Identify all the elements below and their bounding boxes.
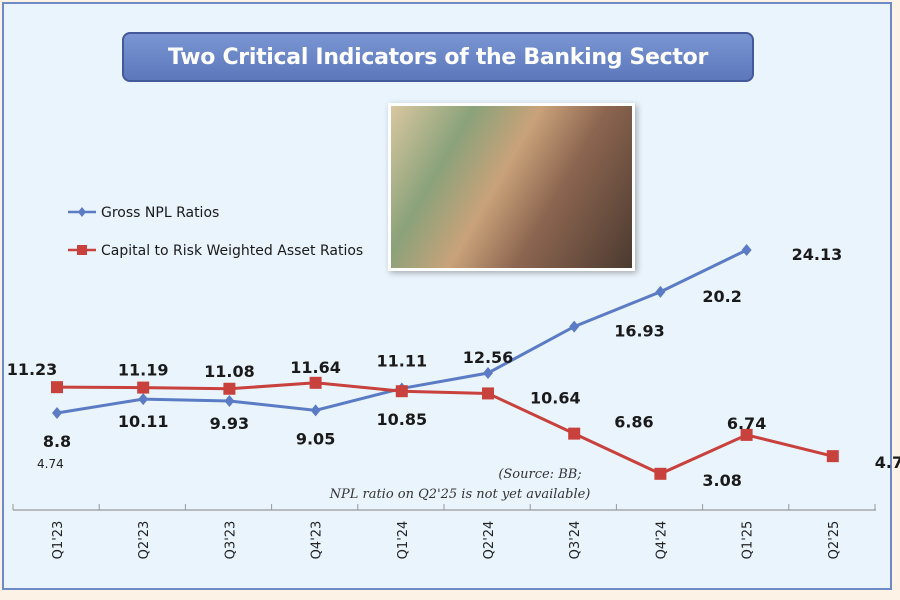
crar-data-label: 6.86 <box>614 413 653 432</box>
stray-label: 4.74 <box>37 457 64 471</box>
x-tick-label: Q3'23 <box>223 521 238 560</box>
source-note-line1: (Source: BB; <box>498 467 581 482</box>
crar-data-label: 3.08 <box>702 471 741 490</box>
series-line-crar <box>56 381 834 476</box>
crar-data-label: 11.08 <box>204 362 255 381</box>
npl-data-label: 11.11 <box>376 351 427 370</box>
crar-point <box>137 381 150 394</box>
x-tick-label: Q2'25 <box>827 521 842 560</box>
crar-point <box>395 385 408 398</box>
npl-data-label: 9.05 <box>296 429 335 448</box>
crar-point <box>482 387 494 400</box>
legend-crar-marker <box>77 245 87 255</box>
crar-point <box>309 376 322 389</box>
x-tick-label: Q1'25 <box>741 521 756 560</box>
npl-point <box>310 404 321 417</box>
x-tick-label: Q4'24 <box>654 521 669 560</box>
npl-point <box>224 394 235 407</box>
x-tick-label: Q2'24 <box>482 521 497 560</box>
crar-point <box>654 467 667 480</box>
x-tick-label: Q2'23 <box>137 521 152 560</box>
npl-data-label: 20.2 <box>702 287 741 306</box>
npl-point <box>569 320 580 333</box>
chart-panel <box>2 2 892 590</box>
banknotes-photo <box>388 103 635 271</box>
crar-data-label: 11.23 <box>7 360 58 379</box>
crar-data-label: 6.74 <box>727 414 766 433</box>
npl-data-label: 8.8 <box>43 432 71 451</box>
crar-point <box>740 428 753 441</box>
legend-npl-label: Gross NPL Ratios <box>101 205 219 221</box>
npl-point <box>741 244 752 257</box>
crar-point <box>51 381 63 394</box>
crar-point <box>223 382 236 395</box>
npl-data-label: 12.56 <box>463 348 514 367</box>
x-tick-label: Q1'23 <box>51 521 66 560</box>
npl-point <box>655 285 666 298</box>
legend-npl-marker <box>78 207 86 217</box>
crar-data-label: 11.64 <box>290 358 341 377</box>
x-tick-label: Q1'24 <box>396 521 411 560</box>
source-note-line2: NPL ratio on Q2'25 is not yet available) <box>329 487 591 502</box>
npl-data-label: 16.93 <box>614 322 665 341</box>
npl-data-label: 24.13 <box>792 245 843 264</box>
npl-data-label: 9.93 <box>210 414 249 433</box>
x-tick-label: Q4'23 <box>310 521 325 560</box>
crar-point <box>568 427 581 440</box>
chart-title: Two Critical Indicators of the Banking S… <box>122 32 754 82</box>
npl-point <box>483 367 493 380</box>
crar-data-label: 10.85 <box>376 410 427 429</box>
crar-data-label: 4.74 <box>875 453 900 472</box>
legend: Gross NPL Ratios Capital to Risk Weighte… <box>68 205 363 259</box>
crar-data-label: 11.19 <box>118 361 169 380</box>
npl-point <box>52 407 62 419</box>
x-tick-label: Q3'24 <box>568 521 583 560</box>
crar-point <box>826 450 839 463</box>
crar-data-label: 10.64 <box>530 388 581 407</box>
npl-data-label: 10.11 <box>118 412 169 431</box>
npl-point <box>138 393 149 406</box>
legend-crar-label: Capital to Risk Weighted Asset Ratios <box>101 243 363 259</box>
